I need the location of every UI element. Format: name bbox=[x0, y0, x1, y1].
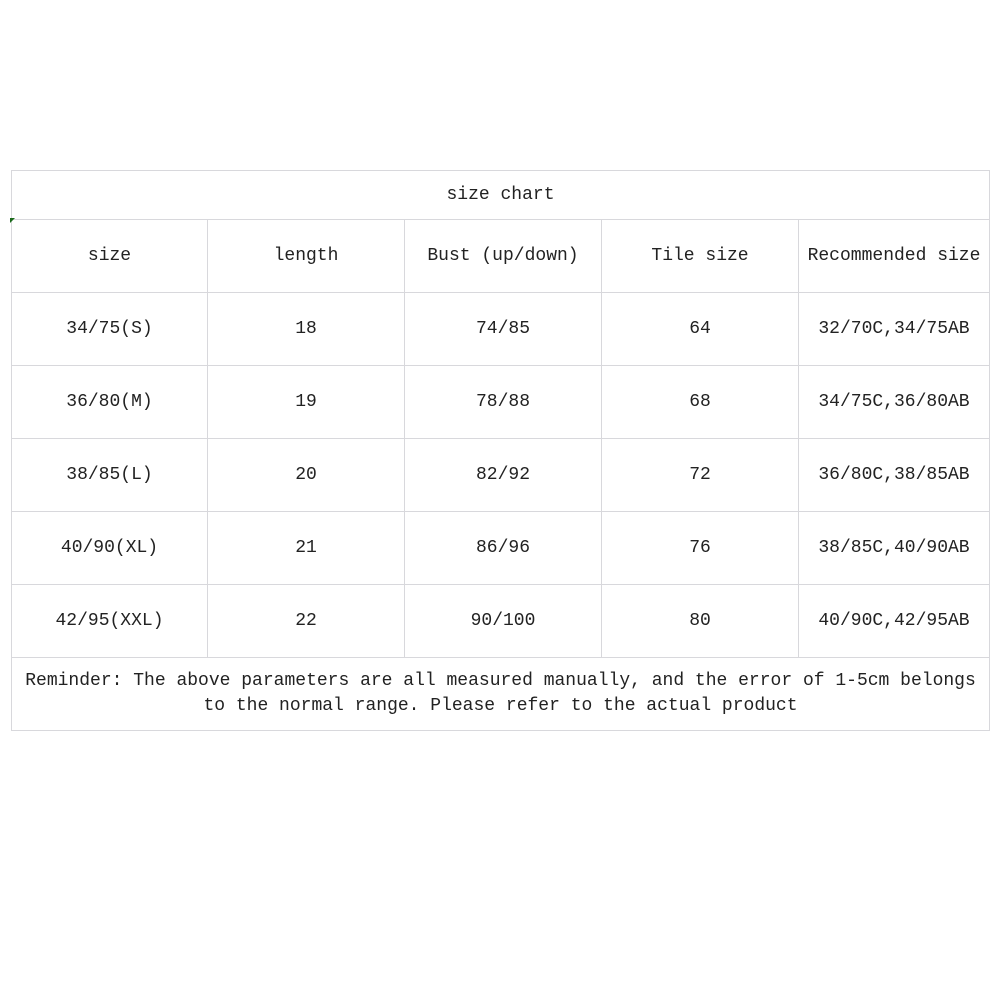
cell-length: 22 bbox=[207, 584, 405, 658]
cell-bust: 86/96 bbox=[404, 511, 602, 585]
table-row: 42/95(XXL) 22 90/100 80 40/90C,42/95AB bbox=[11, 584, 990, 658]
table-title: size chart bbox=[11, 170, 990, 220]
table-row: 40/90(XL) 21 86/96 76 38/85C,40/90AB bbox=[11, 511, 990, 585]
cell-recommended-size: 38/85C,40/90AB bbox=[798, 511, 990, 585]
cell-bust: 90/100 bbox=[404, 584, 602, 658]
reminder-note: Reminder: The above parameters are all m… bbox=[11, 657, 990, 731]
cell-size: 42/95(XXL) bbox=[11, 584, 208, 658]
table-row: 38/85(L) 20 82/92 72 36/80C,38/85AB bbox=[11, 438, 990, 512]
cell-bust: 82/92 bbox=[404, 438, 602, 512]
header-recommended-size: Recommended size bbox=[798, 219, 990, 293]
reminder-line-1: Reminder: The above parameters are all m… bbox=[25, 671, 976, 691]
cell-tile-size: 68 bbox=[601, 365, 799, 439]
cell-length: 19 bbox=[207, 365, 405, 439]
cell-recommended-size: 32/70C,34/75AB bbox=[798, 292, 990, 366]
cell-size: 36/80(M) bbox=[11, 365, 208, 439]
cell-size: 40/90(XL) bbox=[11, 511, 208, 585]
cell-bust: 78/88 bbox=[404, 365, 602, 439]
cell-corner-marker bbox=[10, 218, 15, 223]
cell-tile-size: 72 bbox=[601, 438, 799, 512]
table-row: 34/75(S) 18 74/85 64 32/70C,34/75AB bbox=[11, 292, 990, 366]
header-tile-size: Tile size bbox=[601, 219, 799, 293]
cell-length: 20 bbox=[207, 438, 405, 512]
header-row: size length Bust (up/down) Tile size Rec… bbox=[11, 219, 990, 293]
header-size: size bbox=[11, 219, 208, 293]
cell-length: 21 bbox=[207, 511, 405, 585]
cell-length: 18 bbox=[207, 292, 405, 366]
size-chart-table: size chart size length Bust (up/down) Ti… bbox=[11, 170, 990, 731]
cell-tile-size: 76 bbox=[601, 511, 799, 585]
cell-tile-size: 64 bbox=[601, 292, 799, 366]
table-row: 36/80(M) 19 78/88 68 34/75C,36/80AB bbox=[11, 365, 990, 439]
cell-size: 38/85(L) bbox=[11, 438, 208, 512]
header-bust: Bust (up/down) bbox=[404, 219, 602, 293]
cell-recommended-size: 36/80C,38/85AB bbox=[798, 438, 990, 512]
cell-tile-size: 80 bbox=[601, 584, 799, 658]
cell-bust: 74/85 bbox=[404, 292, 602, 366]
cell-size: 34/75(S) bbox=[11, 292, 208, 366]
cell-recommended-size: 40/90C,42/95AB bbox=[798, 584, 990, 658]
cell-recommended-size: 34/75C,36/80AB bbox=[798, 365, 990, 439]
reminder-line-2: to the normal range. Please refer to the… bbox=[203, 696, 798, 716]
header-length: length bbox=[207, 219, 405, 293]
